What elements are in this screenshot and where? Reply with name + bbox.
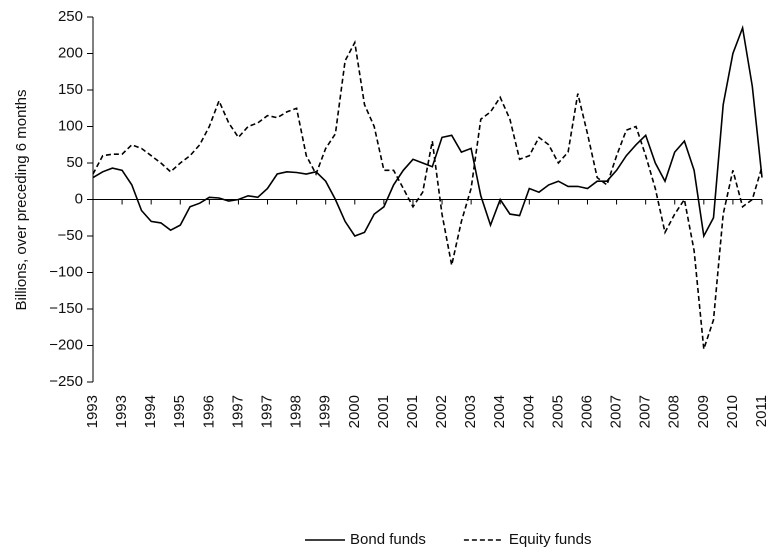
- x-tick-label: 1998: [288, 395, 305, 428]
- x-tick-label: 2006: [578, 395, 595, 428]
- legend-label: Equity funds: [509, 531, 592, 548]
- y-axis-label: Billions, over preceding 6 months: [13, 90, 30, 311]
- y-tick-label: −150: [49, 300, 83, 317]
- x-tick-label: 1993: [84, 395, 101, 428]
- y-tick-label: 150: [58, 81, 83, 98]
- x-tick-label: 2001: [375, 395, 392, 428]
- x-tick-label: 2000: [346, 395, 363, 428]
- x-tick-label: 2007: [608, 395, 625, 428]
- y-tick-label: −50: [58, 227, 83, 244]
- x-tick-label: 2009: [695, 395, 712, 428]
- y-tick-label: −100: [49, 263, 83, 280]
- x-tick-label: 1993: [113, 395, 130, 428]
- y-tick-label: 250: [58, 8, 83, 25]
- x-tick-label: 2001: [404, 395, 421, 428]
- x-tick-label: 1997: [229, 395, 246, 428]
- y-tick-label: 0: [75, 190, 83, 207]
- x-tick-label: 2007: [637, 395, 654, 428]
- x-tick-label: 2005: [549, 395, 566, 428]
- legend-label: Bond funds: [350, 531, 426, 548]
- y-tick-label: 100: [58, 117, 83, 134]
- x-tick-label: 2010: [724, 395, 741, 428]
- series-line: [92, 24, 763, 239]
- series-line: [92, 40, 763, 350]
- y-tick-label: −250: [49, 373, 83, 390]
- x-tick-label: 1996: [200, 395, 217, 428]
- x-tick-label: 1999: [317, 395, 334, 428]
- x-tick-label: 2011: [753, 395, 770, 427]
- x-tick-label: 1994: [142, 395, 159, 428]
- x-tick-label: 2004: [520, 395, 537, 428]
- x-tick-label: 2008: [666, 395, 683, 428]
- x-tick-label: 1997: [258, 395, 275, 428]
- y-tick-label: 200: [58, 44, 83, 61]
- x-tick-label: 2004: [491, 395, 508, 428]
- x-tick-label: 2003: [462, 395, 479, 428]
- x-tick-label: 1995: [171, 395, 188, 428]
- x-tick-label: 2002: [433, 395, 450, 428]
- y-tick-label: −200: [49, 336, 83, 353]
- y-tick-label: 50: [66, 154, 83, 171]
